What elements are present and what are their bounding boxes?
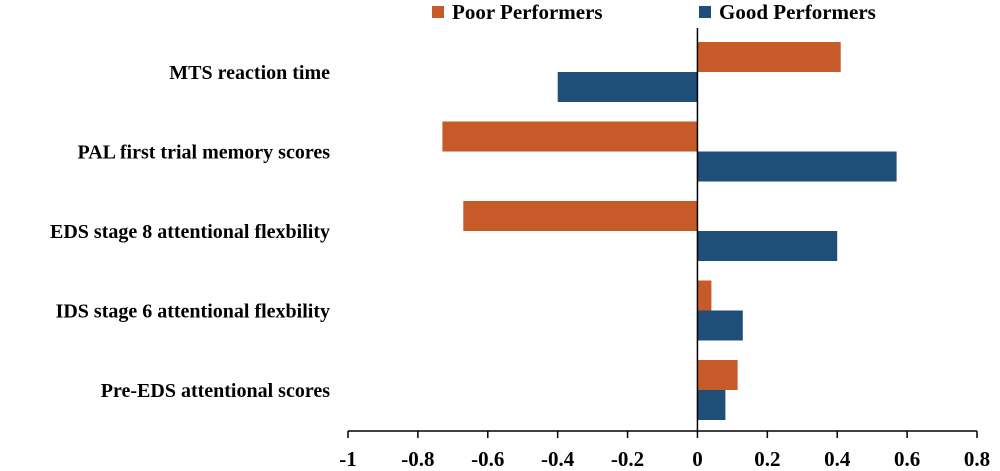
x-tick-label: -1 (339, 447, 357, 471)
x-tick-label: -0.2 (611, 447, 644, 471)
x-tick-label: -0.6 (471, 447, 504, 471)
bar-poor-0 (697, 42, 841, 72)
category-label: MTS reaction time (169, 62, 330, 84)
legend-label-poor: Poor Performers (452, 0, 603, 24)
bar-good-2 (697, 231, 838, 261)
x-tick-label: 0.6 (894, 447, 920, 471)
bars (442, 42, 897, 420)
x-tick-label: -0.8 (401, 447, 434, 471)
bar-poor-3 (697, 280, 712, 311)
x-tick-label: -0.4 (541, 447, 575, 471)
x-axis: -1 -0.8 -0.6 -0.4 -0.2 0 0.2 0.4 0.6 0.8 (339, 28, 990, 471)
category-label: PAL first trial memory scores (77, 142, 330, 164)
bar-good-3 (697, 310, 743, 341)
bar-good-4 (697, 390, 726, 420)
category-labels: MTS reaction time PAL first trial memory … (50, 62, 330, 402)
x-tick-label: 0.2 (754, 447, 780, 471)
category-label: IDS stage 6 attentional flexbility (56, 301, 330, 323)
x-tick-label: 0.8 (964, 447, 990, 471)
x-tick-label: 0.4 (824, 447, 851, 471)
bar-good-0 (557, 72, 698, 102)
bar-poor-4 (697, 360, 738, 390)
legend-swatch-good (699, 6, 711, 18)
bar-poor-2 (463, 201, 698, 231)
legend-label-good: Good Performers (719, 0, 876, 24)
bar-good-1 (697, 151, 897, 182)
legend: Poor Performers Good Performers (432, 0, 876, 24)
bar-poor-1 (442, 121, 698, 152)
category-label: EDS stage 8 attentional flexbility (50, 221, 330, 243)
legend-swatch-poor (432, 6, 444, 18)
x-tick-label: 0 (692, 447, 703, 471)
category-label: Pre-EDS attentional scores (101, 380, 330, 402)
